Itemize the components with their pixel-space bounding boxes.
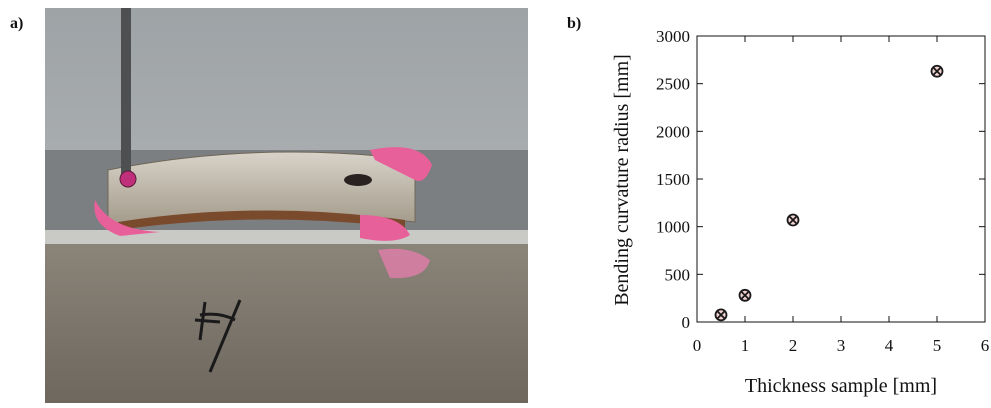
x-tick-label: 4 [885,336,894,355]
plot-frame [696,35,986,323]
x-tick-label: 6 [981,336,990,355]
photo [45,8,528,403]
x-tick-label: 5 [933,336,942,355]
y-tick-label: 0 [682,313,691,332]
x-tick-label: 3 [837,336,846,355]
x-axis-label: Thickness sample [mm] [745,375,937,397]
panel-label: a) [10,15,23,32]
panel-label: b) [567,15,581,32]
y-tick-label: 2000 [656,122,690,141]
y-axis-label: Bending curvature radius [mm] [611,54,633,306]
y-tick-label: 500 [665,265,691,284]
y-tick-label: 2500 [656,75,690,94]
scatter-point [738,288,752,302]
x-tick-label: 1 [741,336,750,355]
y-tick-label: 1500 [656,170,690,189]
scatter-point [930,64,944,78]
y-tick-label: 3000 [656,27,690,46]
x-tick-label: 0 [693,336,702,355]
x-tick-label: 2 [789,336,798,355]
scatter-point [714,308,728,322]
scatter-point [786,213,800,227]
y-tick-label: 1000 [656,218,690,237]
